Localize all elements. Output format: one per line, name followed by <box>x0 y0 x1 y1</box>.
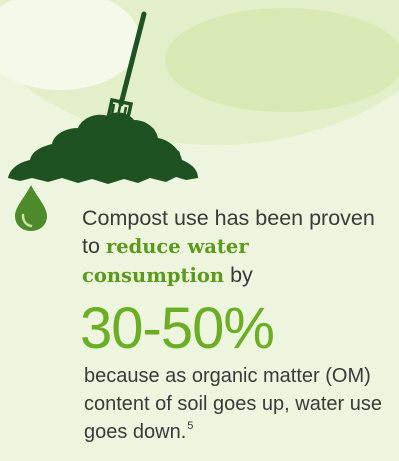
explanation-body: because as organic matter (OM) content o… <box>84 365 382 443</box>
footnote-reference: 5 <box>187 420 194 432</box>
intro-tail: by <box>230 263 253 287</box>
intro-highlight: reduce water consumption <box>82 235 249 287</box>
compost-clump <box>145 127 155 137</box>
water-drop-icon <box>15 185 47 231</box>
compost-mound <box>8 112 198 184</box>
intro-text: Compost use has been proven to reduce wa… <box>82 204 392 290</box>
explanation-text: because as organic matter (OM) content o… <box>84 362 392 449</box>
fact-text: Compost use has been proven to reduce wa… <box>80 204 392 449</box>
compost-clump <box>172 150 180 158</box>
intro-lead: Compost use has been proven to <box>82 206 375 258</box>
background-blob <box>165 8 399 112</box>
statistic-value: 30-50% <box>80 296 275 361</box>
background-glow <box>0 0 140 90</box>
pitchfork-handle <box>118 11 147 107</box>
compost-clump <box>35 151 45 161</box>
compost-clump <box>58 132 70 144</box>
compost-pile-icon <box>8 11 198 184</box>
